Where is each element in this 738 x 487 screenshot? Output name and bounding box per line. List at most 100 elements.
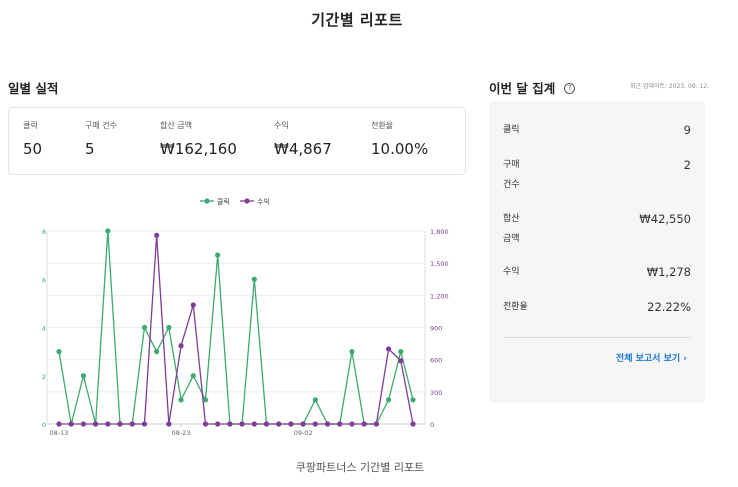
revenue-series-point xyxy=(129,421,135,427)
summary-row-value: 22.22% xyxy=(647,300,691,314)
revenue-series-point xyxy=(215,421,221,427)
summary-row-value: 9 xyxy=(683,123,691,137)
stat-label: 클릭 xyxy=(23,121,38,130)
summary-row-value: ₩42,550 xyxy=(639,212,691,226)
revenue-series-point xyxy=(80,421,87,427)
revenue-series-point xyxy=(349,421,355,427)
summary-row-purchases: 구매 건수 2 xyxy=(503,154,691,198)
stat-purchases: 구매 건수 5 xyxy=(85,120,117,158)
clicks-series-point xyxy=(202,397,209,403)
x-tick-label: 09-02 xyxy=(294,429,313,437)
summary-header: 이번 달 집계 ? 최근 업데이트: 2023. 09. 12. xyxy=(489,78,709,96)
summary-row-label-line1: 구매 xyxy=(503,160,520,170)
summary-row-clicks: 클릭 9 xyxy=(503,119,691,141)
summary-row-label-line2: 금액 xyxy=(503,234,520,244)
right-tick-label: 1,800 xyxy=(430,228,449,236)
clicks-series-point xyxy=(349,349,355,355)
right-tick-label: 600 xyxy=(430,357,442,365)
revenue-series-point xyxy=(373,421,379,427)
summary-row-value: ₩1,278 xyxy=(646,265,691,279)
question-circle-icon[interactable]: ? xyxy=(564,83,576,94)
right-tick-label: 900 xyxy=(430,325,442,333)
revenue-series-point xyxy=(166,421,172,427)
revenue-series-point xyxy=(239,421,245,427)
summary-row-label-line2: 건수 xyxy=(503,180,520,190)
revenue-series-point xyxy=(312,421,318,427)
clicks-series-point xyxy=(105,228,111,234)
revenue-series-point xyxy=(251,421,257,427)
stat-value: 50 xyxy=(23,140,43,158)
revenue-series-point xyxy=(324,421,331,427)
summary-row-conversion: 전환율 22.22% xyxy=(503,296,691,318)
summary-row-label-line1: 합산 xyxy=(503,214,520,224)
revenue-series-point xyxy=(398,358,404,364)
clicks-series-point xyxy=(385,397,392,403)
stat-value: ₩162,160 xyxy=(160,140,237,158)
clicks-series-point xyxy=(410,397,416,403)
revenue-series-point xyxy=(263,421,270,427)
clicks-series-point xyxy=(215,252,221,258)
summary-row-total-amount: 합산 금액 ₩42,550 xyxy=(503,208,691,252)
stat-conversion: 전환율 10.00% xyxy=(371,120,428,158)
summary-divider xyxy=(503,337,691,338)
revenue-series-point xyxy=(300,421,306,427)
revenue-series-point xyxy=(288,421,294,427)
daily-chart: 0 300 600 900 1,200 1,500 1,800 0 2 4 6 8 08-13 08-23… xyxy=(0,190,470,450)
revenue-series-point xyxy=(105,421,111,427)
stat-label: 구매 건수 xyxy=(85,121,117,130)
revenue-series-point xyxy=(190,302,196,308)
summary-row-value: 2 xyxy=(683,158,691,172)
left-tick-label: 4 xyxy=(42,325,46,333)
revenue-series-point xyxy=(154,232,160,238)
x-tick-label: 08-13 xyxy=(50,429,69,437)
clicks-series-point xyxy=(190,373,196,379)
stat-clicks: 클릭 50 xyxy=(23,120,42,158)
clicks-series-point xyxy=(312,397,318,403)
revenue-series-point xyxy=(410,421,416,427)
revenue-series-point xyxy=(385,346,392,352)
legend-revenue-label: 수익 xyxy=(257,198,270,206)
stat-revenue: 수익 ₩4,867 xyxy=(274,120,332,158)
legend-clicks-marker xyxy=(204,198,210,204)
summary-row-label: 클릭 xyxy=(503,125,520,135)
chart-caption: 쿠팡파트너스 기간별 리포트 xyxy=(295,461,425,474)
summary-row-revenue: 수익 ₩1,278 xyxy=(503,261,691,283)
revenue-series-point xyxy=(117,421,123,427)
stat-label: 수익 xyxy=(274,121,289,130)
stat-value: ₩4,867 xyxy=(274,140,332,158)
revenue-series-point xyxy=(227,421,233,427)
chart-svg: 0 300 600 900 1,200 1,500 1,800 0 2 4 6 8 08-13 08-23… xyxy=(42,198,449,437)
right-tick-label: 0 xyxy=(430,421,434,429)
daily-section-title: 일별 실적 xyxy=(8,81,59,96)
summary-row-label: 수익 xyxy=(503,267,520,277)
x-tick-label: 08-23 xyxy=(172,429,191,437)
updated-timestamp: 최근 업데이트: 2023. 09. 12. xyxy=(629,83,709,90)
stat-total-amount: 합산 금액 ₩162,160 xyxy=(160,120,237,158)
clicks-series-point xyxy=(141,324,148,331)
daily-stats-card: 클릭 50 구매 건수 5 합산 금액 ₩162,160 수익 ₩4,867 전… xyxy=(8,107,466,175)
stat-value: 10.00% xyxy=(371,140,429,158)
left-tick-label: 0 xyxy=(42,421,46,429)
left-tick-label: 6 xyxy=(42,276,46,284)
revenue-series-point xyxy=(68,421,74,427)
summary-title: 이번 달 집계 xyxy=(489,81,556,96)
full-report-link[interactable]: 전체 보고서 보기 › xyxy=(615,354,687,364)
clicks-series-point xyxy=(154,349,160,355)
right-tick-label: 300 xyxy=(430,389,442,397)
stat-label: 합산 금액 xyxy=(160,121,192,130)
left-tick-label: 2 xyxy=(42,373,46,381)
summary-card: 클릭 9 구매 건수 2 합산 금액 ₩42,550 수익 ₩1,278 전환율… xyxy=(489,101,705,403)
revenue-series-point xyxy=(202,421,209,427)
stat-label: 전환율 xyxy=(371,121,394,130)
clicks-series-point xyxy=(80,373,87,379)
legend-revenue-marker xyxy=(244,198,250,204)
summary-row-label: 전환율 xyxy=(503,302,528,312)
revenue-series-point xyxy=(93,421,99,427)
clicks-series-point xyxy=(178,397,184,403)
legend-clicks-label: 클릭 xyxy=(217,198,230,206)
revenue-series-point xyxy=(56,421,62,427)
revenue-series-point xyxy=(178,343,184,349)
revenue-series-point xyxy=(337,421,343,427)
clicks-series-point xyxy=(251,276,257,282)
revenue-series-point xyxy=(361,421,367,427)
